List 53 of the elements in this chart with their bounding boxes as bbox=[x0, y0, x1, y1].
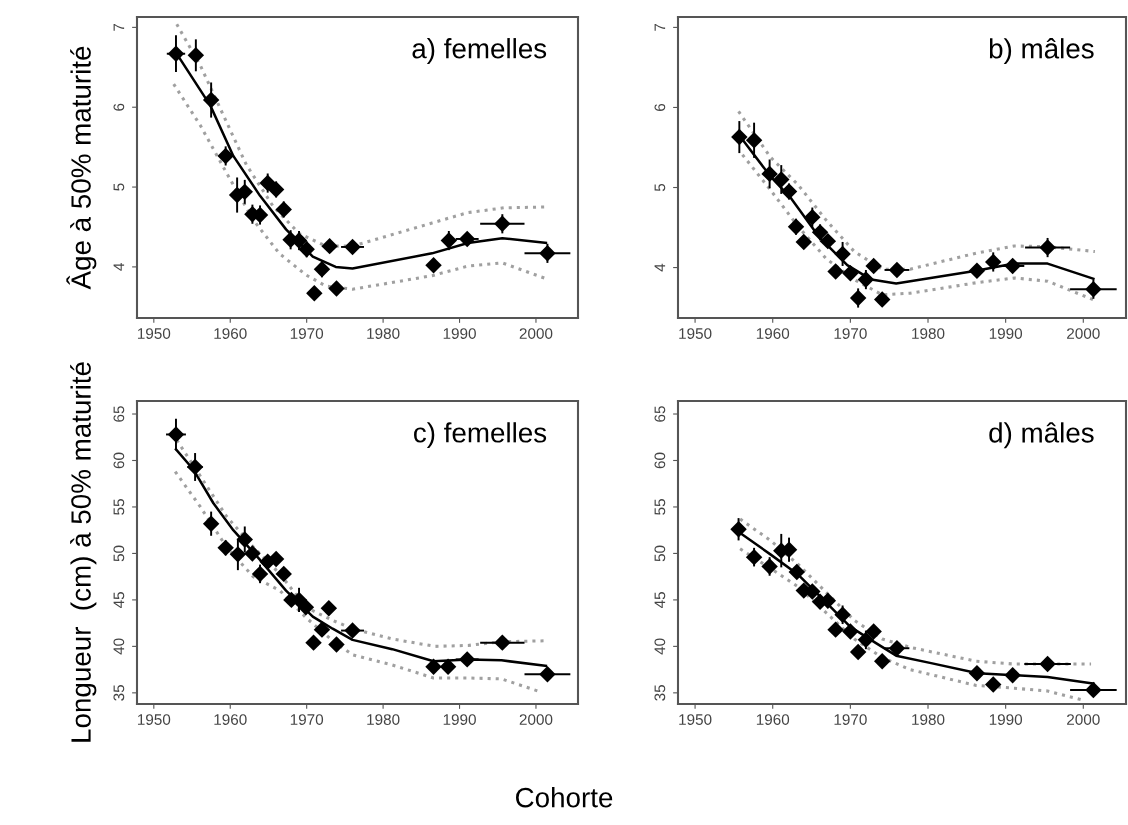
y-tick-label: 45 bbox=[113, 592, 125, 609]
y-tick-label: 35 bbox=[654, 684, 666, 701]
y-tick-label: 7 bbox=[113, 23, 125, 31]
x-tick-label: 1970 bbox=[290, 328, 324, 339]
y-axis-title: Âge à 50% maturité bbox=[66, 46, 97, 290]
x-tick-label: 1990 bbox=[443, 328, 476, 339]
x-tick-label: 1980 bbox=[367, 328, 400, 339]
y-tick-label: 40 bbox=[654, 638, 666, 655]
x-axis-title: Cohorte bbox=[516, 787, 613, 808]
y-tick-label: 65 bbox=[113, 406, 125, 422]
x-tick-label: 1990 bbox=[989, 714, 1023, 725]
x-tick-label: 1960 bbox=[214, 328, 247, 339]
x-tick-label: 1970 bbox=[834, 328, 867, 339]
x-tick-label: 1960 bbox=[756, 714, 790, 725]
x-tick-label: 1980 bbox=[912, 328, 945, 339]
y-tick-label: 45 bbox=[654, 592, 666, 609]
x-tick-label: 2000 bbox=[1067, 328, 1100, 339]
x-tick-label: 1950 bbox=[679, 714, 712, 725]
x-tick-label: 2000 bbox=[519, 714, 553, 725]
x-tick-label: 1960 bbox=[756, 328, 790, 339]
annotation: c) femelles bbox=[414, 422, 547, 449]
x-tick-label: 1950 bbox=[137, 714, 171, 725]
y-tick-label: 35 bbox=[113, 684, 125, 701]
x-tick-label: 2000 bbox=[1067, 714, 1100, 725]
annotation: d) mâles bbox=[989, 422, 1094, 449]
y-tick-label: 6 bbox=[654, 103, 666, 111]
y-tick-label: 50 bbox=[113, 545, 125, 562]
y-tick-label: 4 bbox=[113, 263, 125, 271]
y-tick-label: 65 bbox=[654, 406, 666, 422]
y-tick-label: 5 bbox=[654, 183, 666, 192]
x-tick-label: 1960 bbox=[214, 714, 247, 725]
y-tick-label: 60 bbox=[113, 452, 125, 469]
x-tick-label: 1990 bbox=[989, 328, 1023, 339]
y-tick-label: 55 bbox=[113, 499, 125, 515]
x-tick-label: 1970 bbox=[290, 714, 324, 725]
x-tick-label: 1980 bbox=[912, 714, 945, 725]
y-tick-label: 60 bbox=[654, 452, 666, 469]
y-tick-label: 4 bbox=[654, 263, 666, 272]
annotation: b) mâles bbox=[989, 38, 1094, 65]
y-tick-label: 6 bbox=[113, 103, 125, 111]
x-tick-label: 1950 bbox=[679, 328, 712, 339]
y-tick-label: 5 bbox=[113, 183, 125, 191]
y-tick-label: 7 bbox=[654, 23, 666, 31]
y-axis-title: Longueur (cm) à 50% maturité bbox=[70, 362, 97, 742]
x-tick-label: 1970 bbox=[834, 714, 867, 725]
y-tick-label: 50 bbox=[654, 545, 666, 562]
x-tick-label: 1950 bbox=[137, 328, 171, 339]
x-tick-label: 2000 bbox=[519, 328, 553, 339]
y-tick-label: 55 bbox=[654, 499, 666, 515]
x-tick-label: 1990 bbox=[443, 714, 476, 725]
x-tick-label: 1980 bbox=[367, 714, 400, 725]
y-tick-label: 40 bbox=[113, 638, 125, 655]
annotation: a) femelles bbox=[412, 38, 547, 64]
